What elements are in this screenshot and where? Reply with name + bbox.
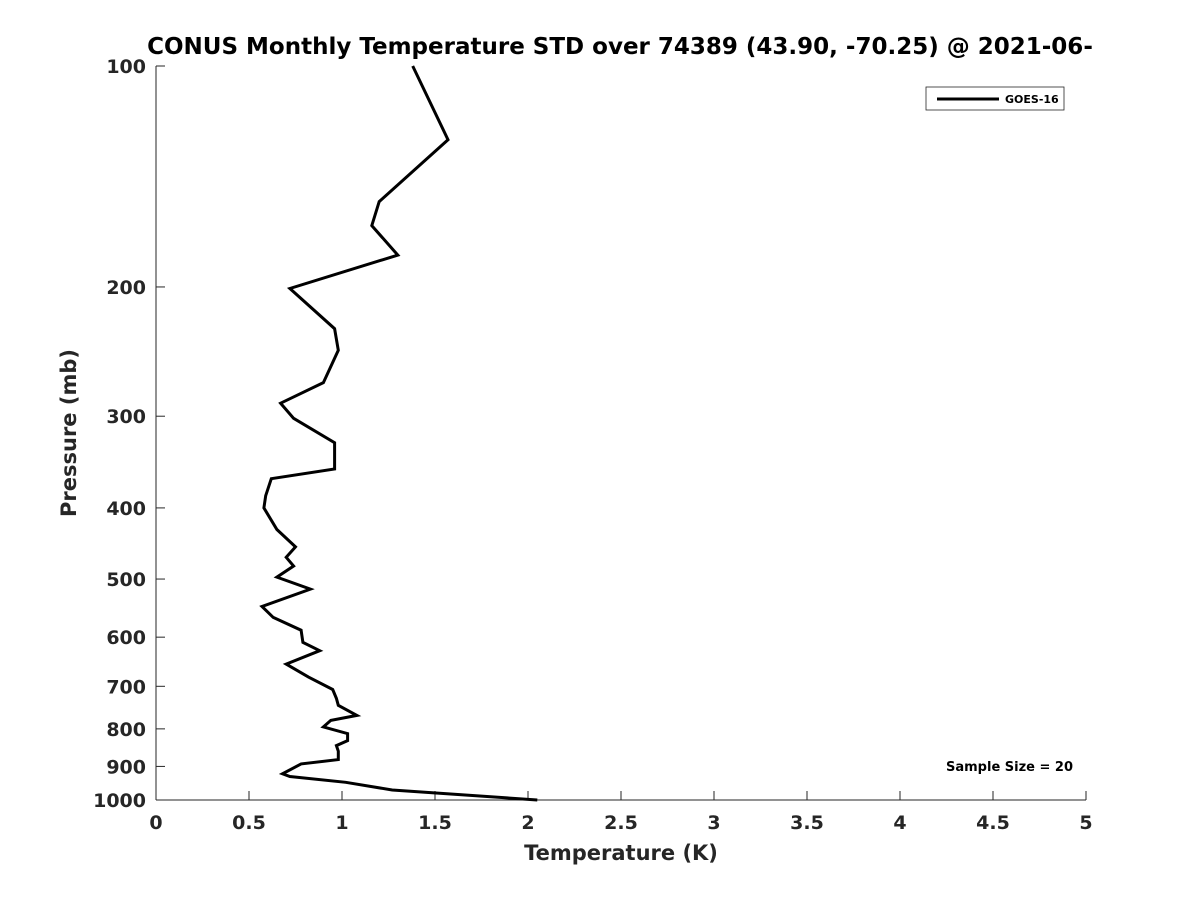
x-tick-label: 0 [149, 812, 162, 834]
sample-size-annotation: Sample Size = 20 [946, 760, 1073, 775]
legend-entry-goes-16: GOES-16 [1005, 93, 1059, 106]
x-tick-label: 3.5 [790, 812, 824, 834]
y-tick-label: 300 [106, 406, 146, 428]
chart-title: CONUS Monthly Temperature STD over 74389… [147, 34, 1093, 60]
x-axis-label: Temperature (K) [524, 841, 718, 865]
y-tick-label: 700 [106, 676, 146, 698]
y-tick-label: 800 [106, 719, 146, 741]
x-tick-label: 4.5 [976, 812, 1010, 834]
series-line-goes-16 [259, 65, 538, 802]
x-axis-ticks: 0 0.5 1 1.5 2 2.5 3 3.5 4 4.5 5 [149, 791, 1093, 834]
y-tick-label: 200 [106, 277, 146, 299]
y-tick-label: 400 [106, 498, 146, 520]
plot-area [156, 66, 1086, 800]
x-tick-label: 2.5 [604, 812, 638, 834]
x-tick-label: 0.5 [232, 812, 266, 834]
x-tick-label: 5 [1079, 812, 1092, 834]
y-axis-label: Pressure (mb) [57, 349, 81, 517]
y-tick-label: 600 [106, 627, 146, 649]
x-tick-label: 3 [707, 812, 720, 834]
y-tick-label: 500 [106, 569, 146, 591]
series-layer [259, 65, 538, 802]
x-tick-label: 2 [521, 812, 534, 834]
y-axis-ticks: 100 200 300 400 500 600 700 800 900 1000 [93, 56, 165, 812]
legend: GOES-16 [925, 86, 1065, 111]
x-tick-label: 1 [335, 812, 348, 834]
x-tick-label: 4 [893, 812, 906, 834]
y-tick-label: 100 [106, 56, 146, 78]
y-tick-label: 1000 [93, 790, 146, 812]
x-tick-label: 1.5 [418, 812, 452, 834]
y-tick-label: 900 [106, 756, 146, 778]
